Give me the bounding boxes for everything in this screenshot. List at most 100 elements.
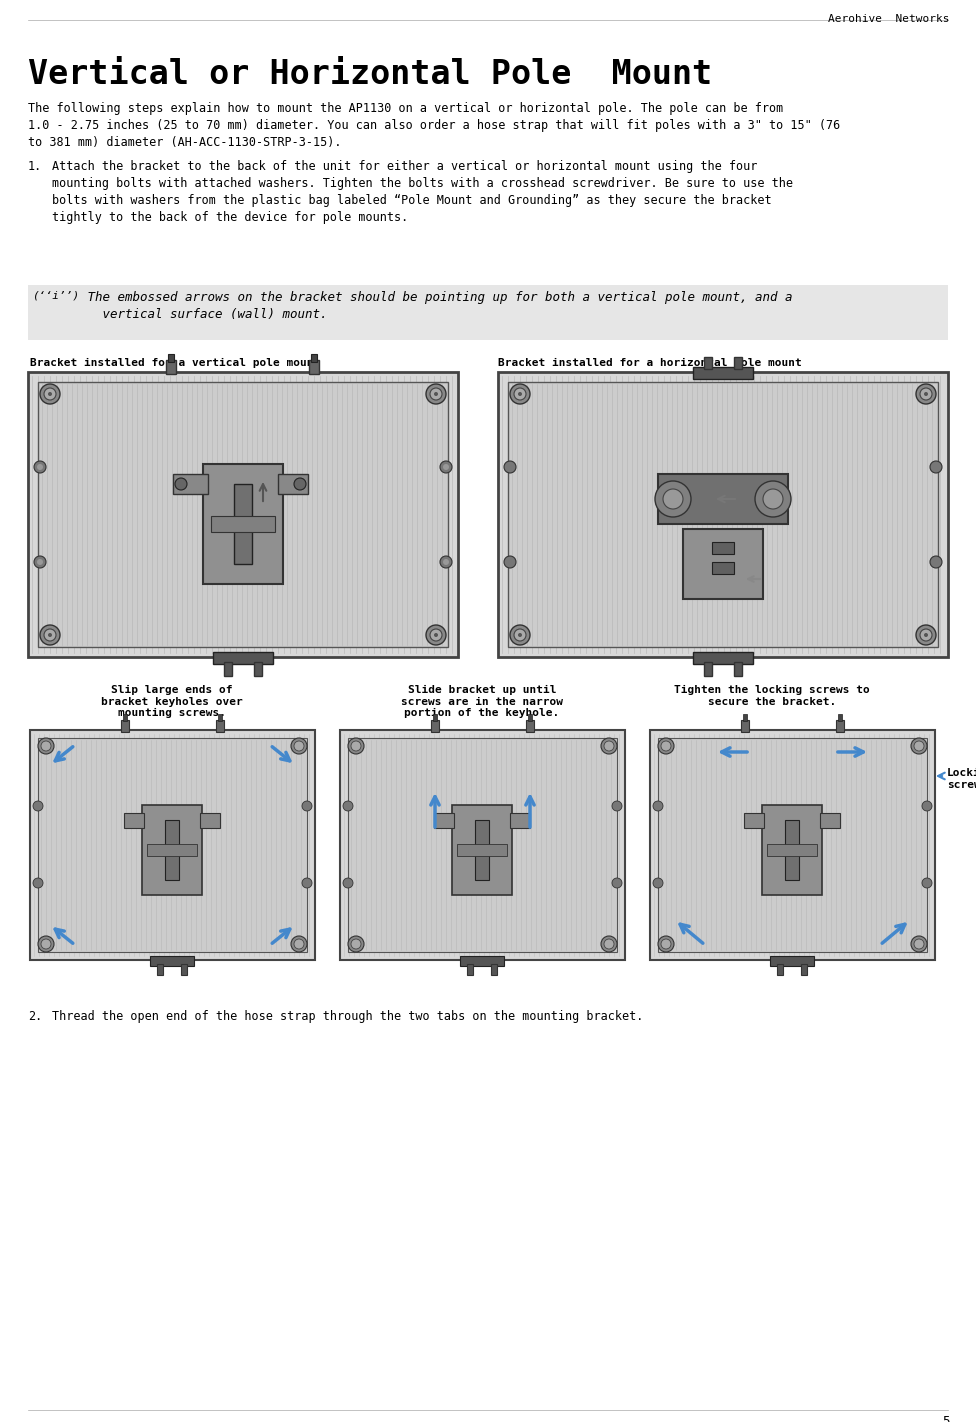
Circle shape [655, 481, 691, 518]
FancyBboxPatch shape [491, 964, 497, 975]
FancyBboxPatch shape [712, 542, 734, 555]
Circle shape [48, 392, 52, 395]
Text: Bracket installed for a horizontal pole mount: Bracket installed for a horizontal pole … [498, 358, 801, 368]
FancyBboxPatch shape [457, 845, 507, 856]
Circle shape [911, 936, 927, 951]
FancyBboxPatch shape [762, 805, 822, 894]
Text: Vertical or Horizontal Pole  Mount: Vertical or Horizontal Pole Mount [28, 58, 712, 91]
Circle shape [658, 936, 674, 951]
Circle shape [302, 801, 312, 811]
Circle shape [755, 481, 791, 518]
Circle shape [653, 877, 663, 887]
Text: 5: 5 [943, 1415, 950, 1422]
FancyBboxPatch shape [234, 483, 252, 519]
Circle shape [518, 633, 522, 637]
FancyBboxPatch shape [498, 373, 948, 657]
Circle shape [612, 877, 622, 887]
FancyBboxPatch shape [743, 714, 747, 721]
FancyBboxPatch shape [838, 714, 842, 721]
Circle shape [518, 392, 522, 395]
Circle shape [604, 939, 614, 948]
FancyBboxPatch shape [142, 805, 202, 894]
Circle shape [426, 626, 446, 646]
Circle shape [291, 936, 307, 951]
FancyBboxPatch shape [168, 354, 174, 363]
Circle shape [510, 384, 530, 404]
FancyBboxPatch shape [767, 845, 817, 856]
FancyBboxPatch shape [38, 383, 448, 647]
Text: 1.: 1. [28, 161, 42, 173]
Circle shape [604, 741, 614, 751]
Circle shape [351, 939, 361, 948]
Circle shape [930, 556, 942, 567]
FancyBboxPatch shape [121, 720, 129, 732]
FancyBboxPatch shape [309, 360, 319, 374]
FancyBboxPatch shape [150, 956, 194, 966]
FancyBboxPatch shape [218, 714, 222, 721]
Circle shape [33, 877, 43, 887]
FancyBboxPatch shape [203, 464, 283, 584]
FancyBboxPatch shape [157, 964, 163, 975]
Circle shape [48, 633, 52, 637]
Circle shape [504, 556, 516, 567]
Circle shape [924, 633, 928, 637]
FancyBboxPatch shape [744, 813, 764, 828]
FancyBboxPatch shape [173, 474, 208, 493]
FancyBboxPatch shape [650, 729, 935, 960]
Text: Thread the open end of the hose strap through the two tabs on the mounting brack: Thread the open end of the hose strap th… [52, 1010, 643, 1022]
FancyBboxPatch shape [348, 738, 617, 951]
FancyBboxPatch shape [508, 383, 938, 647]
Circle shape [924, 392, 928, 395]
FancyBboxPatch shape [38, 738, 307, 951]
Circle shape [601, 936, 617, 951]
Circle shape [663, 489, 683, 509]
Circle shape [658, 738, 674, 754]
Circle shape [922, 877, 932, 887]
Circle shape [920, 388, 932, 400]
FancyBboxPatch shape [712, 562, 734, 574]
Circle shape [40, 626, 60, 646]
FancyBboxPatch shape [211, 516, 275, 532]
FancyBboxPatch shape [658, 474, 788, 523]
Circle shape [302, 877, 312, 887]
Circle shape [294, 741, 304, 751]
FancyBboxPatch shape [452, 805, 512, 894]
Circle shape [348, 738, 364, 754]
Circle shape [514, 388, 526, 400]
FancyBboxPatch shape [704, 663, 712, 675]
FancyBboxPatch shape [165, 820, 179, 845]
FancyBboxPatch shape [693, 367, 753, 380]
Circle shape [510, 626, 530, 646]
Text: 2.: 2. [28, 1010, 42, 1022]
FancyBboxPatch shape [658, 738, 927, 951]
FancyBboxPatch shape [434, 813, 454, 828]
Circle shape [434, 633, 438, 637]
Circle shape [175, 478, 187, 491]
Circle shape [430, 629, 442, 641]
Circle shape [430, 388, 442, 400]
Circle shape [37, 464, 43, 471]
Text: Aerohive  Networks: Aerohive Networks [829, 14, 950, 24]
Circle shape [930, 461, 942, 474]
Circle shape [763, 489, 783, 509]
FancyBboxPatch shape [147, 845, 197, 856]
FancyBboxPatch shape [734, 357, 742, 368]
FancyBboxPatch shape [734, 663, 742, 675]
Circle shape [343, 877, 353, 887]
Circle shape [44, 388, 56, 400]
Circle shape [661, 939, 671, 948]
Circle shape [504, 461, 516, 474]
FancyBboxPatch shape [216, 720, 224, 732]
Circle shape [41, 939, 51, 948]
Circle shape [916, 626, 936, 646]
Circle shape [40, 384, 60, 404]
Circle shape [33, 801, 43, 811]
Circle shape [911, 738, 927, 754]
Circle shape [426, 384, 446, 404]
Circle shape [348, 936, 364, 951]
Circle shape [34, 461, 46, 474]
Circle shape [294, 478, 306, 491]
FancyBboxPatch shape [801, 964, 807, 975]
Text: The following steps explain how to mount the AP1130 on a vertical or horizontal : The following steps explain how to mount… [28, 102, 840, 149]
Circle shape [37, 559, 43, 565]
